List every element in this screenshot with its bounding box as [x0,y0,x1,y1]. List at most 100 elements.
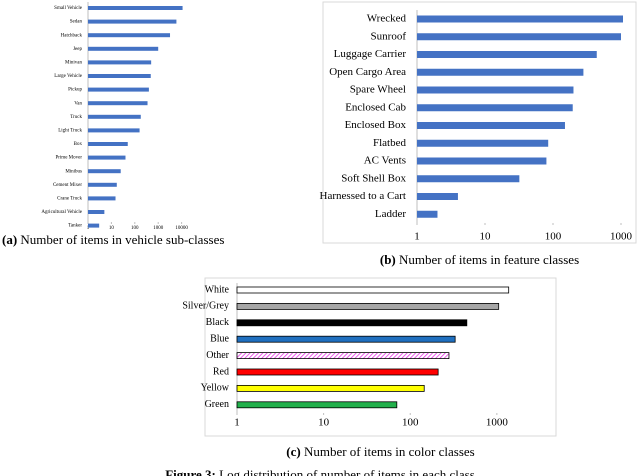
caption-label: (b) [379,252,396,267]
x-tick-label: 1 [87,226,90,231]
figure-caption-text: Log distribution of number of items in e… [219,467,475,476]
category-label: White [205,284,230,295]
bar [236,302,500,310]
category-label: Pickup [68,88,82,93]
category-label: Enclosed Cab [345,101,406,113]
bar [236,286,510,294]
bar [236,401,398,409]
bar [417,86,574,94]
x-tick-label: 10000 [175,226,188,231]
category-label: Other [206,350,229,361]
bar [88,87,149,92]
caption-c: (c) Number of items in color classes [205,444,556,459]
figure-caption: Figure 3: Log distribution of number of … [0,467,640,476]
bar [236,335,456,343]
category-label: Hatchback [61,33,83,38]
category-label: Box [74,142,83,147]
bar [417,104,573,112]
bar [88,60,152,65]
panel-frame [204,277,557,437]
x-tick-label: 1000 [486,417,509,429]
bar [417,68,584,76]
bar [236,368,439,376]
category-label: Van [74,101,82,106]
category-label: Sunroof [371,30,407,42]
bar [417,33,621,41]
bar [417,122,565,129]
category-label: Wrecked [367,13,407,25]
category-label: Red [213,366,229,377]
caption-a: (a) Number of items in vehicle sub-class… [2,232,270,247]
category-label: Truck [70,115,82,120]
bar [236,319,468,327]
category-label: Open Cargo Area [329,66,406,78]
bar [417,157,547,165]
x-tick-label: 1000 [610,231,633,243]
category-label: Agricultural Vehicle [41,210,82,215]
caption-text: Number of items in color classes [303,444,475,459]
bar [88,196,116,201]
x-tick-label: 100 [545,231,562,243]
caption-b: (b) Number of items in feature classes [323,252,636,267]
category-label: Flatbed [373,137,406,149]
category-label: Cement Mixer [53,183,82,188]
bar [88,46,159,51]
category-label: Sedan [70,20,83,25]
x-tick-label: 1 [414,231,420,243]
bar [88,142,128,146]
category-label: Minibus [65,169,82,174]
bar [88,210,105,214]
category-label: Minivan [65,61,82,66]
category-label: Light Truck [58,129,82,134]
category-label: Soft Shell Box [341,172,406,184]
bar [88,182,117,187]
category-label: Crane Truck [57,197,82,202]
category-label: Green [205,399,229,410]
x-tick-label: 10 [480,231,492,243]
caption-label: (c) [286,444,301,459]
bar [88,33,171,38]
x-tick-label: 100 [402,417,419,429]
category-label: Blue [210,333,229,344]
bar [417,51,597,58]
category-label: Spare Wheel [350,84,406,96]
bar [88,6,183,10]
category-label: Enclosed Box [345,119,407,131]
figure-label: Figure 3: [165,467,216,476]
caption-text: Number of items in vehicle sub-classes [20,232,225,247]
bar [88,74,151,78]
bar [88,155,126,160]
category-label: Small Vehicle [54,6,83,11]
bar [236,352,450,360]
bar [88,19,177,24]
bar [88,169,121,174]
category-label: Tanker [68,224,82,229]
category-label: Prime Mover [55,156,82,161]
bar [417,139,549,147]
category-label: Jeep [73,47,82,52]
bar [88,128,140,133]
bar [88,101,148,106]
category-label: Luggage Carrier [334,48,407,60]
category-label: AC Vents [364,155,406,167]
caption-text: Number of items in feature classes [399,252,580,267]
category-label: Black [206,317,229,328]
category-label: Ladder [375,208,406,220]
bar [236,384,425,392]
category-label: Harnessed to a Cart [320,190,406,202]
bar [417,15,623,23]
bar [417,175,520,183]
bar [417,193,458,200]
x-tick-label: 10 [109,226,115,231]
x-tick-label: 1 [234,417,240,429]
x-tick-label: 1000 [153,226,164,231]
caption-label: (a) [2,232,18,247]
bar [88,223,100,228]
category-label: Yellow [201,383,230,394]
x-tick-label: 10 [318,417,330,429]
category-label: Silver/Grey [182,301,229,312]
panel-frame [322,1,637,244]
x-tick-label: 100 [131,226,139,231]
